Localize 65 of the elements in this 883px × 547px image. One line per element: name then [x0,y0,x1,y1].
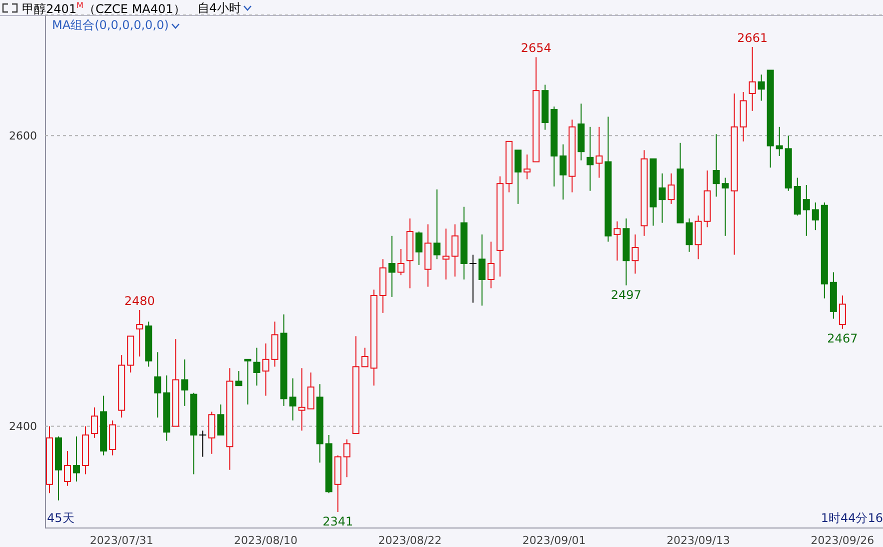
candlestick [560,144,567,200]
candlestick [136,310,144,358]
candlestick [469,254,478,304]
candlestick [758,74,765,102]
candlestick [343,438,350,478]
candlestick [802,184,810,236]
candlestick [361,347,368,368]
chart-subtitle: 自4小时 [197,0,241,14]
candlestick [198,430,207,458]
candlestick [253,347,260,386]
candlestick [614,220,621,262]
annotation: 2497 [610,288,642,302]
candlestick [208,411,216,454]
candlestick [91,406,98,438]
candlestick [388,235,396,298]
x-tick-label: 2023/08/22 [378,534,442,547]
candlestick [748,46,756,112]
annotation: 2661 [737,30,768,45]
candlestick [586,126,594,192]
candlestick [73,436,80,482]
candlestick [442,228,450,280]
candlestick [632,234,639,274]
candlestick [217,404,224,436]
candlestick [524,154,531,180]
candlestick [154,352,162,418]
candlestick [686,218,693,252]
annotation: 1时44分16 [820,510,883,527]
chart-title: 甲醇2401$^{M}$（CZCE MA401） [22,0,186,16]
candlestick [658,172,666,224]
y-tick-label: 2400 [9,420,37,434]
candlestick [64,450,72,486]
annotation: 2341 [322,514,354,529]
x-tick-label: 2023/09/01 [522,534,586,547]
candlestick [235,370,242,386]
y-tick-label: 2600 [9,130,37,143]
annotation: 45天 [47,510,74,527]
candlestick [298,368,306,432]
x-tick-label: 2023/08/10 [234,534,298,547]
annotation: 2480 [124,294,155,308]
candlestick [262,342,270,396]
x-tick-label: 2023/09/13 [666,534,730,547]
candlestick [488,241,495,289]
candlestick [478,234,486,306]
candlestick [668,172,675,204]
candlestick [415,231,422,266]
candlestick [776,126,783,156]
annotation: MA组合(0,0,0,0,0,0) [52,17,169,34]
candlestick [289,378,296,421]
candlestick [307,372,314,410]
candlestick [181,358,188,406]
candlestick [397,248,404,276]
x-tick-label: 2023/07/31 [90,534,154,547]
candlestick [596,126,603,178]
candlestick [838,294,846,330]
candlestick [812,202,819,231]
candlestick [433,188,440,260]
candlestick [244,358,252,405]
candlestick [722,177,729,236]
candlestick [514,150,522,204]
x-tick-label: 2023/09/26 [810,534,874,547]
annotation: 2654 [520,41,552,56]
candlestick [451,224,458,278]
candlestick [712,134,720,198]
candlestick [694,215,702,260]
annotation: 2467 [827,331,858,346]
